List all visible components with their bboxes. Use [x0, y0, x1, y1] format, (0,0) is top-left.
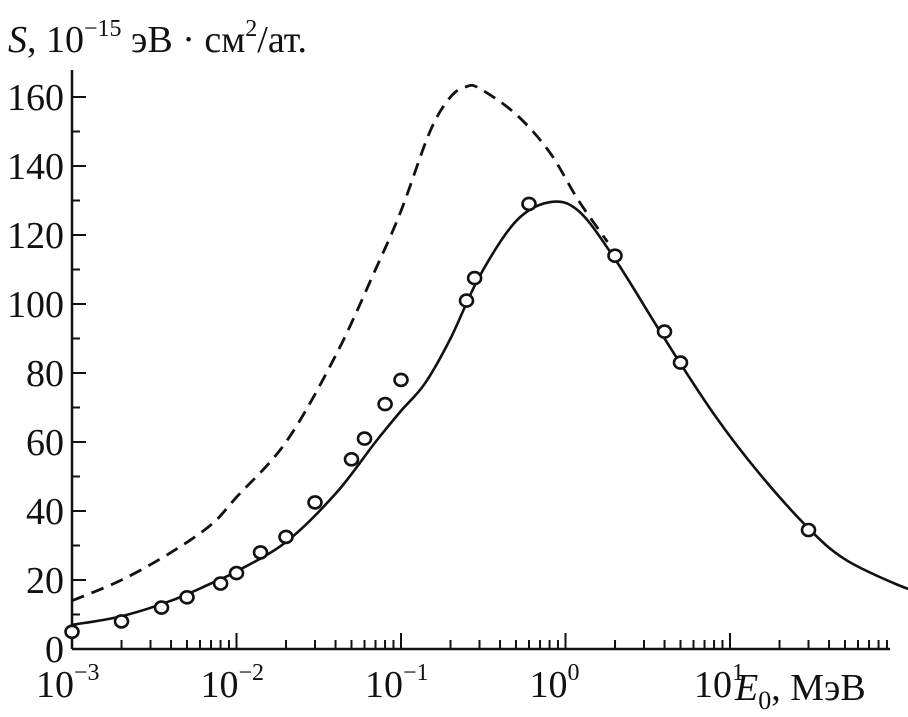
- x-tick-label: 100: [530, 660, 580, 706]
- data-point-marker: [228, 565, 245, 581]
- data-point-marker: [656, 324, 673, 339]
- dashed-curve: [71, 83, 609, 602]
- solid-curve: [70, 200, 908, 627]
- y-tick-label: 40: [26, 491, 64, 533]
- data-point-marker: [113, 614, 130, 629]
- y-tick-label: 100: [7, 284, 64, 326]
- data-point-marker: [356, 431, 373, 446]
- y-tick-label: 140: [7, 146, 64, 188]
- data-point-marker: [153, 600, 170, 615]
- y-tick-label: 60: [26, 422, 64, 464]
- series: [64, 83, 908, 640]
- data-point-marker: [252, 545, 269, 560]
- data-point-marker: [672, 355, 689, 370]
- data-point-marker: [393, 372, 409, 388]
- x-tick-label: 10−3: [36, 660, 100, 706]
- data-point-marker: [179, 589, 195, 605]
- x-tick-label: 101: [694, 660, 744, 706]
- y-tick-label: 80: [26, 353, 64, 395]
- data-point-marker: [212, 576, 229, 591]
- x-tick-label: 10−1: [365, 660, 429, 706]
- axes: [70, 70, 890, 651]
- y-tick-label: 120: [7, 215, 64, 257]
- data-point-marker: [458, 293, 475, 308]
- data-point-marker: [466, 270, 483, 286]
- y-ticks: 0 20 40 60 80 100 120 140 160: [7, 77, 86, 671]
- data-point-marker: [377, 396, 393, 412]
- data-point-marker: [307, 495, 323, 510]
- x-ticks: 10−3 10−2 10−1 100 101: [36, 633, 888, 706]
- y-tick-label: 160: [7, 77, 64, 119]
- data-point-marker: [607, 248, 623, 263]
- y-tick-label: 0: [45, 629, 64, 671]
- data-point-marker: [64, 624, 80, 640]
- data-point-marker: [343, 451, 360, 467]
- data-point-marker: [278, 529, 294, 545]
- data-point-marker: [521, 196, 537, 212]
- y-tick-label: 20: [26, 560, 64, 602]
- y-axis-title: S, 10−15 эВ · см2/ат.: [8, 16, 307, 61]
- x-tick-label: 10−2: [201, 660, 265, 706]
- x-axis-title: E0, МэВ: [734, 667, 866, 715]
- data-point-marker: [800, 522, 817, 538]
